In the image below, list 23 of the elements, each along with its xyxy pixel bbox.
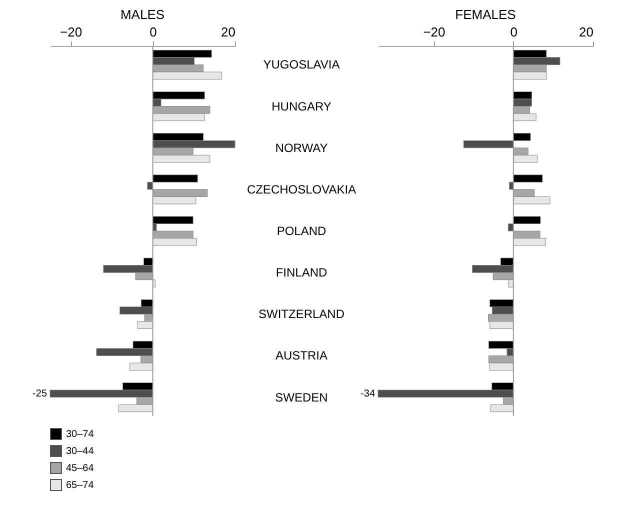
data-label: -25 (32, 388, 48, 400)
x-tick-label: 0 (150, 24, 157, 40)
y-tick-label: AUSTRIA (275, 348, 328, 363)
y-tick-label: SWEDEN (275, 390, 328, 404)
y-tick-label: FINLAND (276, 266, 328, 280)
x-tick-label: 20 (221, 24, 236, 40)
x-tick-label: −20 (423, 24, 446, 40)
y-tick-label: YUGOSLAVIA (263, 58, 340, 72)
y-tick-label: POLAND (276, 224, 326, 238)
legend-label: 30–74 (66, 429, 94, 440)
legend-label: 30–44 (66, 446, 94, 457)
legend-label: 45–64 (66, 463, 94, 474)
data-label: -34 (360, 388, 376, 400)
y-tick-label: NORWAY (275, 140, 328, 155)
legend-label: 65–74 (66, 480, 94, 491)
x-tick-label: 0 (510, 24, 518, 40)
y-tick-label: SWITZERLAND (258, 307, 345, 322)
chart-title: FEMALES (455, 7, 516, 22)
y-tick-label: HUNGARY (272, 99, 332, 114)
x-tick-label: 20 (579, 24, 594, 40)
chart-title: MALES (120, 7, 165, 22)
y-tick-label: CZECHOSLOVAKIA (246, 182, 356, 196)
x-tick-label: −20 (60, 24, 82, 40)
